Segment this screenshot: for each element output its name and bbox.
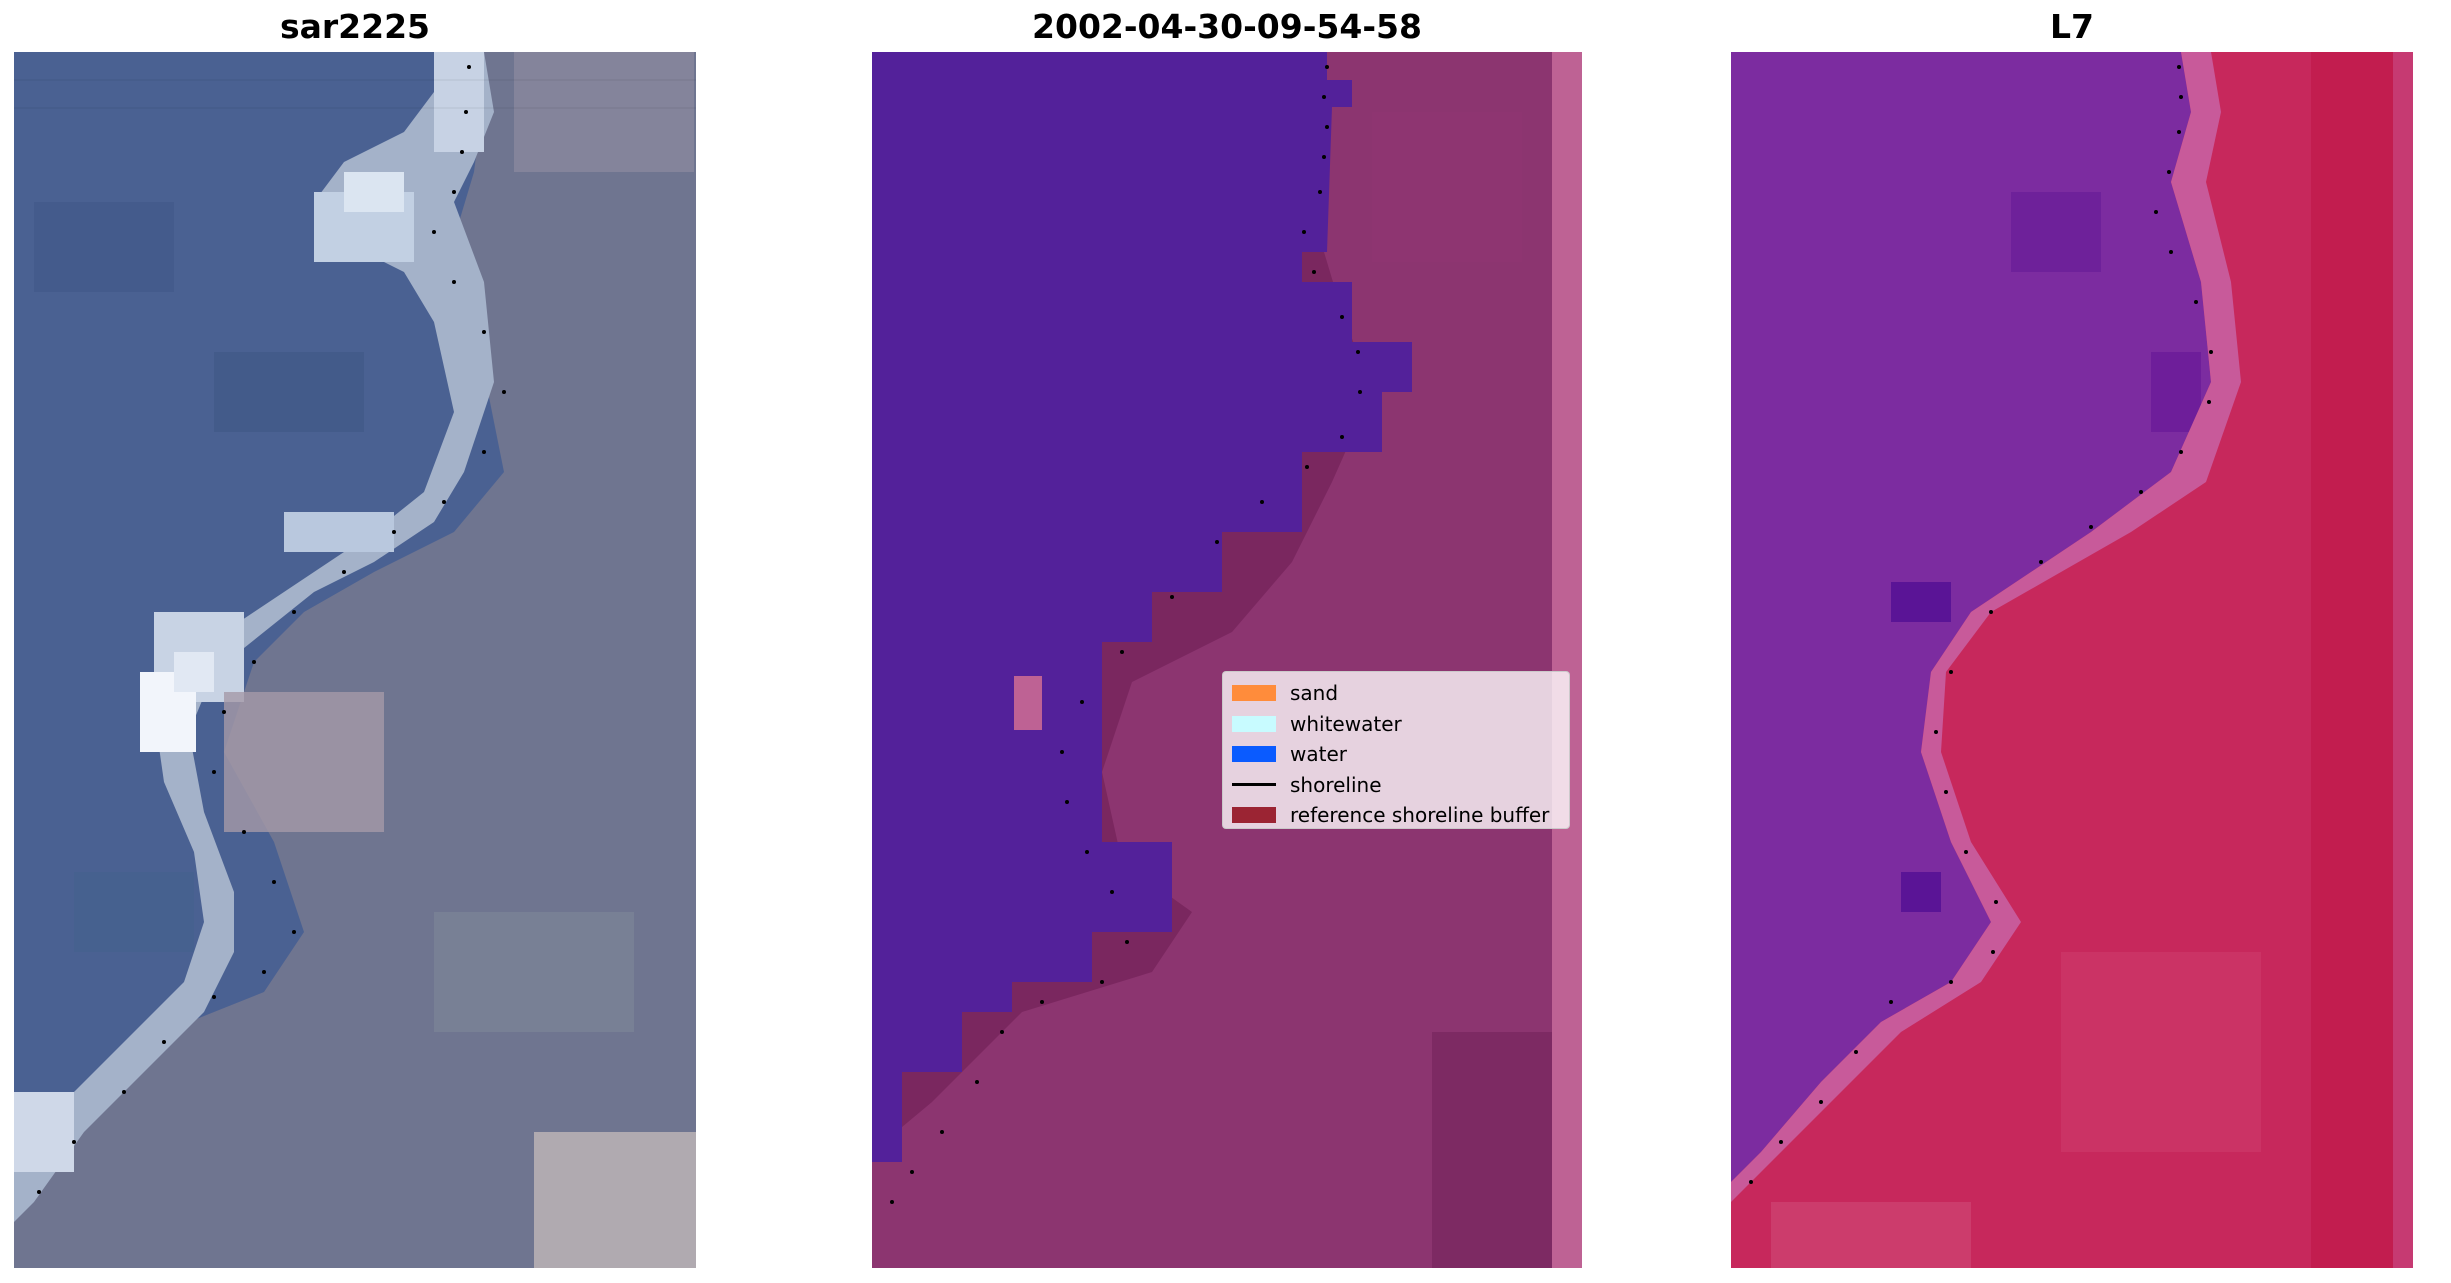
shoreline-dots-index — [1749, 65, 2213, 1184]
legend: sand whitewater water shoreline referenc… — [1222, 671, 1570, 829]
rgb-image — [14, 52, 696, 1268]
panel-title-rgb: sar2225 — [279, 7, 431, 46]
legend-label-reference-buffer: reference shoreline buffer — [1290, 803, 1550, 828]
legend-swatch-water — [1232, 746, 1276, 763]
legend-line-shoreline — [1232, 783, 1276, 787]
panel-rgb: sar2225 — [14, 0, 696, 1283]
index-image — [1731, 52, 2413, 1268]
panel-classification: 2002-04-30-09-54-58 — [872, 0, 1582, 1283]
panel-title-classification: 2002-04-30-09-54-58 — [1032, 7, 1422, 46]
legend-item-water: water — [1223, 739, 1569, 770]
legend-label-water: water — [1290, 742, 1347, 767]
legend-swatch-reference-buffer — [1232, 807, 1276, 824]
legend-item-shoreline: shoreline — [1223, 770, 1569, 801]
legend-swatch-whitewater — [1232, 715, 1276, 732]
legend-label-shoreline: shoreline — [1290, 772, 1382, 797]
legend-item-whitewater: whitewater — [1223, 709, 1569, 740]
legend-label-whitewater: whitewater — [1290, 711, 1402, 736]
panel-title-index: L7 — [2050, 7, 2094, 46]
legend-label-sand: sand — [1290, 681, 1339, 706]
shoreline-dots-rgb — [37, 65, 506, 1194]
legend-item-reference-buffer: reference shoreline buffer — [1223, 800, 1569, 831]
legend-swatch-sand — [1232, 685, 1276, 702]
panel-index: L7 — [1731, 0, 2413, 1283]
shoreline-dots — [890, 65, 1362, 1204]
legend-item-sand: sand — [1223, 678, 1569, 709]
classification-image — [872, 52, 1582, 1268]
